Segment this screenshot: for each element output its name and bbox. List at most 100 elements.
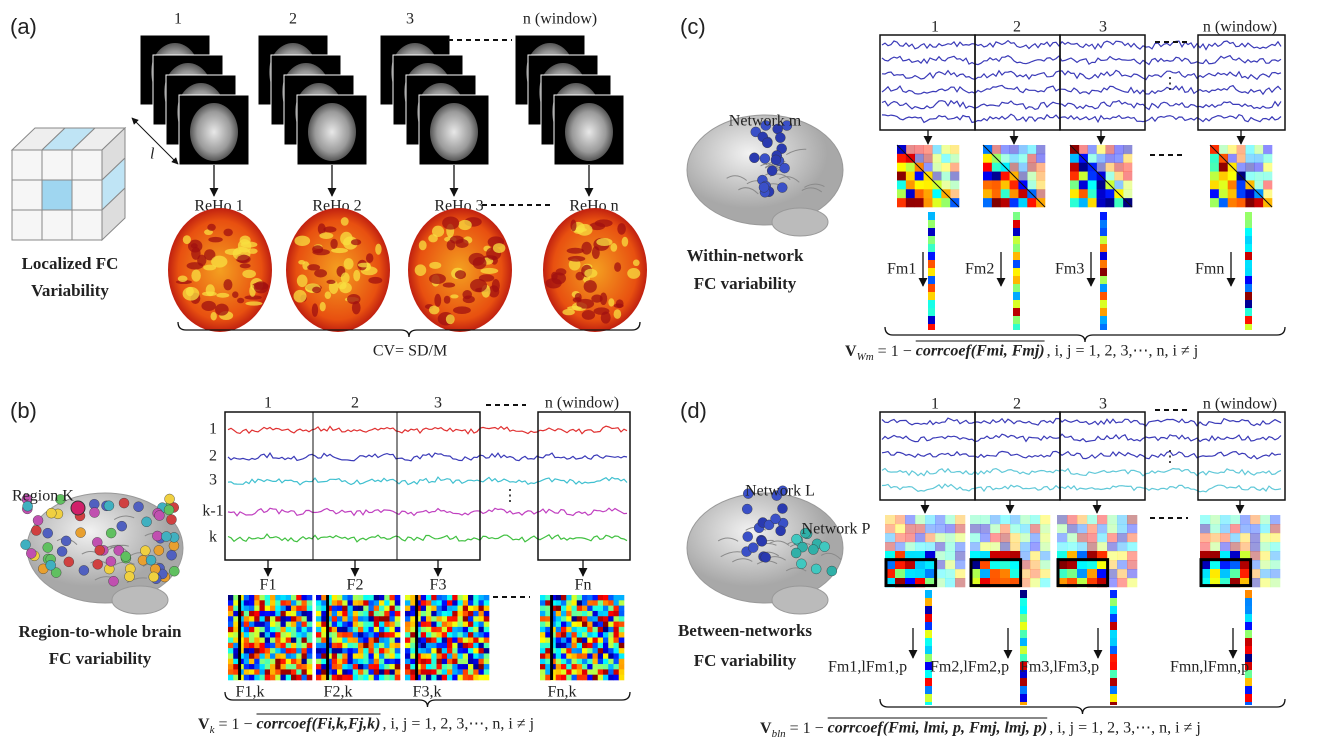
node (64, 557, 74, 567)
reho-blob (614, 309, 622, 319)
vector-cell (928, 268, 935, 276)
vector-cell (1100, 284, 1107, 292)
matrix-cell (1070, 163, 1079, 172)
matrix-cell (980, 533, 990, 542)
matrix-cell (426, 616, 432, 622)
matrix-cell (540, 627, 546, 633)
brace (880, 699, 1285, 714)
matrix-cell (983, 189, 992, 198)
matrix-cell (1010, 145, 1019, 154)
matrix-cell (291, 669, 297, 675)
matrix-cell (342, 648, 348, 654)
vector-cell (1245, 244, 1252, 252)
matrix-cell (431, 616, 437, 622)
label: 2 (209, 448, 217, 465)
matrix-cell (321, 648, 327, 654)
matrix-cell (254, 595, 260, 601)
matrix-cell (941, 198, 950, 207)
vector-cell (1110, 654, 1117, 662)
vector-cell (928, 236, 935, 244)
cube-cell (12, 180, 42, 210)
matrix-cell (1260, 515, 1270, 524)
matrix-cell (390, 648, 396, 654)
matrix-cell (307, 606, 313, 612)
time-series (228, 426, 627, 434)
matrix-cell (233, 616, 239, 622)
matrix-cell (281, 664, 287, 670)
matrix-cell (291, 664, 297, 670)
matrix-cell (463, 643, 469, 649)
matrix-cell (1077, 515, 1087, 524)
matrix-cell (228, 595, 234, 601)
formula-overlined: corrcoef(Fi,k,Fj,k) (257, 716, 381, 733)
node (43, 528, 53, 538)
matrix-cell (603, 611, 609, 617)
matrix-cell (1270, 578, 1280, 587)
matrix-cell (369, 638, 375, 644)
matrix-cell (421, 600, 427, 606)
matrix-cell (556, 595, 562, 601)
matrix-cell (447, 653, 453, 659)
matrix-cell (353, 648, 359, 654)
matrix-cell (337, 653, 343, 659)
matrix-cell (431, 611, 437, 617)
matrix-cell (228, 611, 234, 617)
matrix-cell (1000, 524, 1010, 533)
label: 2 (1013, 19, 1021, 36)
matrix-cell (275, 648, 281, 654)
matrix-cell (275, 638, 281, 644)
matrix-cell (990, 533, 1000, 542)
label: FC variability (694, 651, 797, 670)
matrix-cell (228, 616, 234, 622)
matrix-cell (363, 632, 369, 638)
vector-cell (1245, 702, 1252, 705)
matrix-cell (1260, 578, 1270, 587)
matrix-cell (249, 664, 255, 670)
matrix-cell (1070, 180, 1079, 189)
vector-cell (1100, 220, 1107, 228)
matrix-cell (358, 638, 364, 644)
matrix-cell (1097, 515, 1107, 524)
matrix-cell (405, 616, 411, 622)
matrix-cell (1245, 154, 1254, 163)
matrix-cell (363, 675, 369, 681)
matrix-cell (458, 632, 464, 638)
matrix-cell (992, 198, 1001, 207)
matrix-cell (281, 606, 287, 612)
matrix-cell (468, 664, 474, 670)
matrix-cell (593, 659, 599, 665)
matrix-cell (307, 622, 313, 628)
matrix-cell (395, 627, 401, 633)
vector-cell (925, 702, 932, 705)
matrix-cell (353, 669, 359, 675)
matrix-cell (410, 643, 416, 649)
matrix-cell (302, 648, 308, 654)
matrix-cell (316, 606, 322, 612)
matrix-cell (619, 669, 625, 675)
matrix-cell (1088, 172, 1097, 181)
matrix-cell (265, 675, 271, 681)
vector-cell (925, 638, 932, 646)
matrix-cell (1127, 542, 1137, 551)
matrix-cell (369, 632, 375, 638)
vector-cell (925, 686, 932, 694)
matrix-cell (426, 653, 432, 659)
matrix-cell (410, 627, 416, 633)
matrix-cell (484, 653, 490, 659)
matrix-cell (286, 632, 292, 638)
vector-cell (1245, 316, 1252, 324)
matrix-cell (302, 659, 308, 665)
matrix-cell (540, 611, 546, 617)
matrix-cell (603, 600, 609, 606)
vector-cell (1013, 316, 1020, 324)
matrix-cell (405, 600, 411, 606)
matrix-cell (1270, 551, 1280, 560)
matrix-cell (614, 648, 620, 654)
matrix-cell (395, 606, 401, 612)
brain-slice-image (190, 103, 238, 161)
time-series (882, 41, 1281, 50)
node (743, 532, 753, 542)
matrix-cell (390, 595, 396, 601)
matrix-cell (1219, 189, 1228, 198)
matrix-cell (1270, 515, 1280, 524)
